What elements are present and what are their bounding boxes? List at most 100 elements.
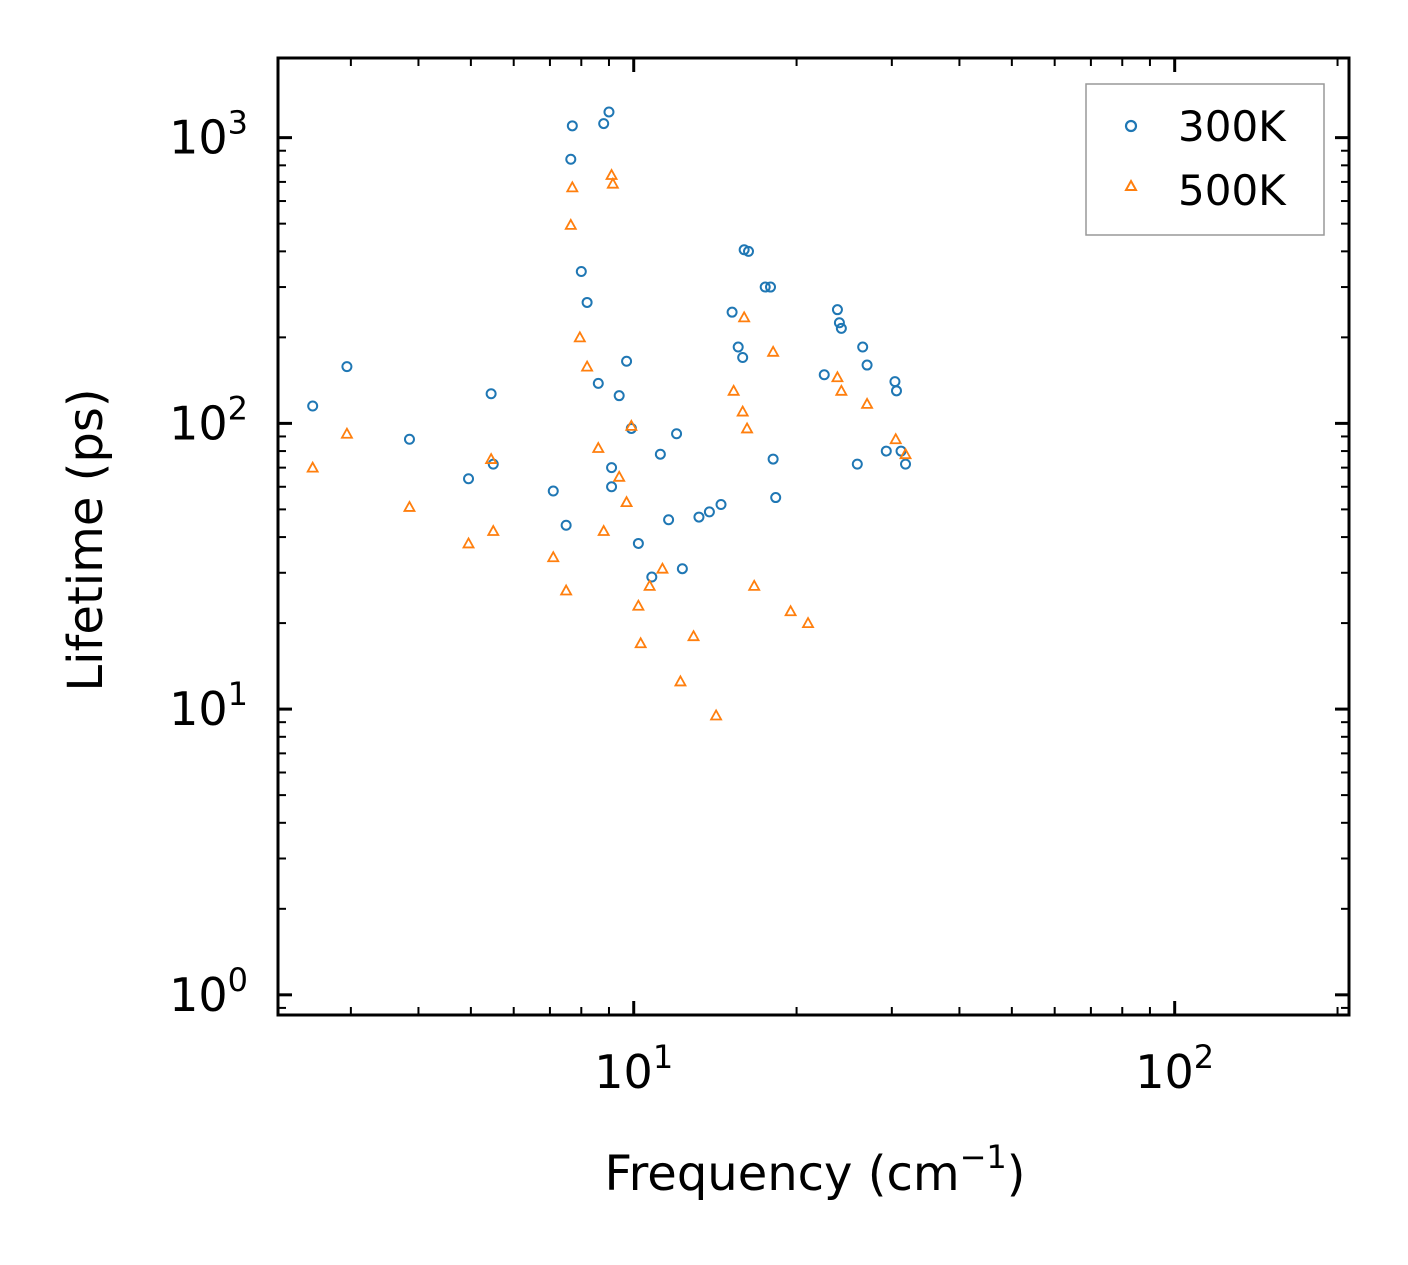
data-point-300k <box>603 106 615 118</box>
data-point-300k <box>403 433 415 445</box>
data-point-500k <box>736 404 750 417</box>
data-point-300k <box>606 481 618 493</box>
data-point-500k <box>486 524 500 536</box>
data-point-300k <box>835 322 847 334</box>
data-point-300k <box>598 118 610 130</box>
data-point-500k <box>727 383 741 396</box>
data-point-500k <box>737 310 751 323</box>
data-point-300k <box>663 514 675 526</box>
data-point-500k <box>834 383 848 396</box>
data-point-300k <box>646 571 658 583</box>
x-axis-label: Frequency (cm−1) <box>604 1138 1025 1202</box>
data-point-500k <box>597 524 611 536</box>
data-point-300k <box>703 506 715 518</box>
data-point-500k <box>484 452 498 464</box>
data-point-300k <box>547 485 559 497</box>
data-point-500k <box>573 330 587 343</box>
data-point-300k <box>307 400 319 412</box>
x-tick-label: 102 <box>1135 1038 1214 1099</box>
legend-label-300k: 300K <box>1178 102 1287 151</box>
data-point-500k <box>612 469 626 482</box>
data-point-500k <box>402 500 417 512</box>
data-point-300k <box>759 281 771 293</box>
y-axis-label: Lifetime (ps) <box>58 388 114 691</box>
data-point-500k <box>643 578 657 591</box>
data-point-300k <box>765 281 777 293</box>
data-point-300k <box>889 376 901 388</box>
data-point-300k <box>851 458 863 470</box>
data-point-500k <box>830 370 844 383</box>
data-point-300k <box>767 453 779 465</box>
data-point-500k <box>591 441 605 453</box>
data-point-300k <box>880 445 892 457</box>
y-tick-label: 103 <box>169 104 248 165</box>
data-point-500k <box>709 708 723 721</box>
legend-marker-500k <box>1124 178 1138 191</box>
data-point-300k <box>463 473 475 485</box>
data-point-300k <box>732 341 744 353</box>
data-point-500k <box>673 674 687 687</box>
data-point-300k <box>831 304 843 316</box>
data-point-300k <box>833 317 845 329</box>
data-point-500k <box>306 460 320 473</box>
legend-label-500k: 500K <box>1178 166 1287 215</box>
data-point-300k <box>485 388 497 400</box>
data-point-500k <box>889 432 903 445</box>
data-point-300k <box>566 120 578 132</box>
data-point-300k <box>613 390 625 402</box>
data-point-500k <box>747 578 761 591</box>
series-300k-points <box>307 106 912 583</box>
data-point-300k <box>581 296 593 308</box>
data-point-500k <box>860 397 874 409</box>
data-point-300k <box>621 355 633 367</box>
data-point-500k <box>580 359 594 372</box>
data-point-300k <box>671 428 683 440</box>
data-point-300k <box>341 361 353 373</box>
x-tick-labels: 101 102 <box>594 1038 1214 1099</box>
data-point-500k <box>461 536 476 549</box>
data-point-500k <box>766 344 780 357</box>
y-tick-label: 101 <box>169 675 248 736</box>
data-point-500k <box>898 447 913 460</box>
data-point-500k <box>559 583 573 596</box>
data-point-500k <box>634 636 648 649</box>
data-point-300k <box>743 245 755 257</box>
data-point-300k <box>857 341 869 353</box>
data-point-500k <box>624 419 638 431</box>
data-point-500k <box>606 176 620 189</box>
data-point-300k <box>770 492 782 504</box>
data-point-500k <box>801 616 815 628</box>
data-point-500k <box>687 629 701 642</box>
data-point-300k <box>737 352 749 364</box>
data-point-500k <box>605 168 619 180</box>
data-point-300k <box>900 458 912 470</box>
data-point-300k <box>487 458 499 470</box>
data-point-300k <box>676 563 688 575</box>
legend-box <box>1085 83 1325 236</box>
y-tick-labels: 100 101 102 103 <box>169 104 248 1022</box>
data-point-500k <box>564 218 578 230</box>
data-point-500k <box>546 550 560 563</box>
data-point-300k <box>606 462 618 474</box>
data-point-300k <box>693 511 705 523</box>
data-point-500k <box>740 421 754 434</box>
data-point-300k <box>565 153 577 165</box>
data-point-500k <box>631 598 645 611</box>
axis-ticks <box>278 58 1349 1015</box>
legend: 300K 500K <box>1085 83 1325 236</box>
data-point-300k <box>890 385 902 397</box>
data-point-300k <box>592 377 604 389</box>
y-tick-label: 100 <box>169 961 248 1022</box>
x-tick-label: 101 <box>594 1038 673 1099</box>
data-point-500k <box>565 180 579 193</box>
data-point-300k <box>632 537 644 549</box>
data-point-500k <box>784 604 798 617</box>
series-500k-points <box>306 168 913 721</box>
data-point-300k <box>715 499 727 511</box>
data-point-300k <box>726 306 738 318</box>
data-point-300k <box>654 448 666 460</box>
data-point-500k <box>655 561 669 574</box>
y-tick-label: 102 <box>169 389 248 450</box>
data-point-500k <box>340 426 354 439</box>
data-point-300k <box>861 359 873 371</box>
